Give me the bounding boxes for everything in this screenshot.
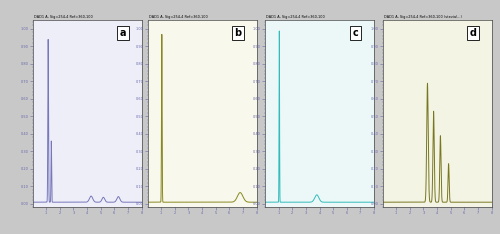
Text: c: c [352, 28, 358, 38]
Text: d: d [470, 28, 476, 38]
Text: a: a [120, 28, 126, 38]
Text: b: b [234, 28, 242, 38]
Text: DAD1 A, Sig=254,4 Ref=360,100: DAD1 A, Sig=254,4 Ref=360,100 [266, 15, 325, 19]
Text: DAD1 A, Sig=254,4 Ref=360,100: DAD1 A, Sig=254,4 Ref=360,100 [34, 15, 92, 19]
Text: DAD1 A, Sig=254,4 Ref=360,100: DAD1 A, Sig=254,4 Ref=360,100 [148, 15, 208, 19]
Text: DAD1 A, Sig=254,4 Ref=360,100 (stevia\...): DAD1 A, Sig=254,4 Ref=360,100 (stevia\..… [384, 15, 462, 19]
